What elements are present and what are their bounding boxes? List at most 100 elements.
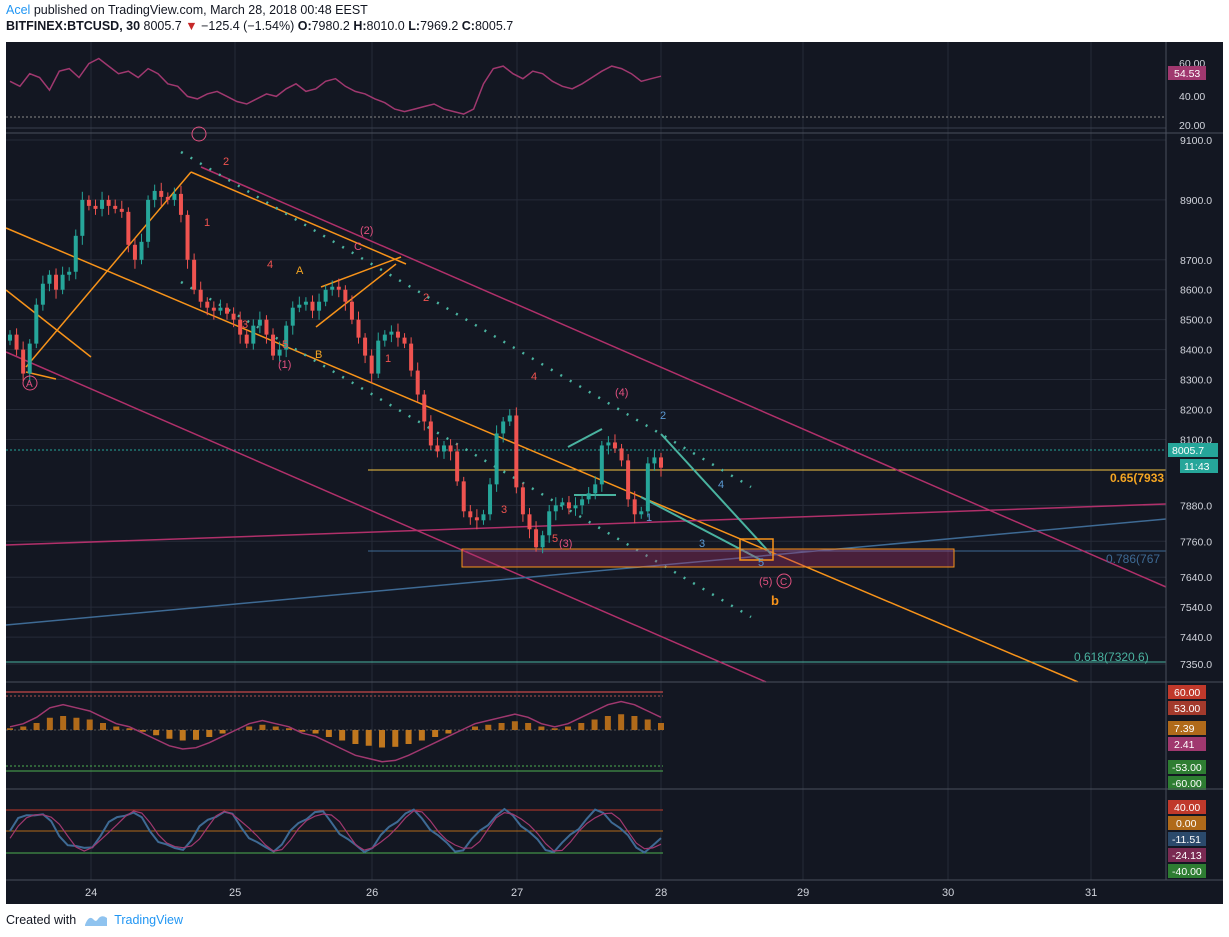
- osc-hist-bar: [206, 730, 213, 737]
- osc-hist-bar: [644, 719, 651, 730]
- price-tick-label: 7760.0: [1180, 536, 1212, 548]
- time-tick-label: 24: [85, 887, 97, 899]
- candle-body: [27, 343, 32, 374]
- wave-label-4c: 4: [718, 479, 724, 491]
- wave-label-b: B: [315, 349, 322, 361]
- high-label: H:: [353, 19, 367, 33]
- price-axis: 9100.0 8900.0 8700.0 8600.0 8500.0 8400.0 8300…: [1180, 135, 1212, 671]
- candle-body: [593, 484, 598, 494]
- osc-hist-bar: [20, 726, 27, 730]
- candle-body: [244, 334, 249, 344]
- candle-body: [303, 301, 308, 305]
- stoch-k-line: [9, 807, 662, 854]
- wave-label-1b: 1: [385, 353, 391, 365]
- low-label: L:: [408, 19, 421, 33]
- candle-body: [356, 319, 361, 338]
- osc-hist-bar: [246, 726, 253, 730]
- osc-hist-bar: [286, 728, 292, 730]
- change-value: −125.4 (−1.54%): [201, 19, 295, 33]
- open-value: 7980.2: [311, 19, 350, 33]
- candle-body: [139, 241, 144, 260]
- candle-body: [363, 337, 368, 356]
- target-small-box: [739, 538, 774, 561]
- candle-body: [330, 286, 335, 290]
- candle-body: [448, 445, 453, 452]
- time-tick-label: 25: [229, 887, 241, 899]
- osc-hist-bar: [325, 730, 332, 737]
- osc-tick-minus-60: -60.00: [1172, 778, 1202, 790]
- candle-body: [481, 514, 486, 521]
- close-label: C:: [461, 19, 475, 33]
- osc-tick-minus-53: -53.00: [1172, 762, 1202, 774]
- wave-label-4: 4: [267, 259, 273, 271]
- stoch-tag-minus-11: [1168, 832, 1206, 846]
- osc-tick-7: 7.39: [1174, 723, 1195, 735]
- osc-hist-bar: [166, 730, 173, 739]
- time-tick-label: 28: [655, 887, 667, 899]
- candle-body: [435, 445, 440, 452]
- candle-body: [119, 208, 124, 212]
- osc-hist-bar: [86, 719, 93, 730]
- stoch-tick-minus-11: -11.51: [1172, 834, 1201, 846]
- candle-body: [619, 448, 624, 461]
- osc-hist-bar: [418, 730, 425, 741]
- magenta-channel-upper: [200, 166, 1167, 588]
- osc-hist-bar: [126, 728, 133, 730]
- candle-body: [172, 193, 177, 200]
- candle-body: [599, 445, 604, 485]
- last-price-tag: [1168, 443, 1218, 457]
- osc-tick-53: 53.00: [1174, 703, 1200, 715]
- osc-hist-bar: [525, 723, 532, 730]
- candle-body: [264, 319, 269, 335]
- close-value: 8005.7: [474, 19, 514, 33]
- osc-hist-bar: [113, 726, 120, 730]
- orange-left-line: [6, 289, 92, 358]
- wave-label-1c: 1: [646, 512, 652, 524]
- candle-body: [376, 340, 381, 374]
- candle-body: [132, 244, 137, 260]
- teal-dotted-lower: [180, 280, 752, 619]
- osc-tick-60: 60.00: [1174, 687, 1200, 699]
- rsi-tick-40: 40.00: [1179, 91, 1205, 103]
- candle-body: [54, 274, 59, 290]
- price-tick-label: 8300.0: [1180, 375, 1212, 387]
- orange-wedge-upper: [315, 263, 397, 328]
- oscillator-pane: [6, 691, 664, 772]
- osc-tick-2: 2.41: [1174, 739, 1195, 751]
- candle-body: [468, 511, 473, 518]
- stoch-tick-40: 40.00: [1174, 802, 1200, 814]
- magenta-flat-line: [6, 503, 1167, 546]
- tradingview-brand[interactable]: TradingView: [114, 913, 183, 927]
- candle-body: [402, 337, 407, 344]
- candle-body: [40, 283, 45, 305]
- osc-hist-bar: [352, 730, 359, 744]
- price-tick-label: 9100.0: [1180, 135, 1212, 147]
- osc-hist-bar: [60, 716, 67, 730]
- rsi-value-label: 54.53: [1174, 68, 1200, 80]
- candle-body: [86, 199, 91, 206]
- time-tick-label: 30: [942, 887, 954, 899]
- osc-hist-bar: [658, 723, 664, 730]
- candle-body: [152, 190, 157, 200]
- published-text: published on TradingView.com, March 28, …: [33, 3, 368, 17]
- osc-hist-bar: [7, 728, 13, 730]
- candle-body: [238, 319, 243, 335]
- candle-body: [652, 457, 657, 464]
- stoch-tick-minus-40: -40.00: [1172, 866, 1202, 878]
- candle-body: [520, 487, 525, 515]
- osc-line: [9, 700, 662, 763]
- candle-body: [494, 433, 499, 485]
- osc-hist-bar: [578, 723, 585, 730]
- wave-label-paren-3: (3): [559, 538, 572, 550]
- candle-body: [185, 214, 190, 260]
- rsi-tick-20: 20.00: [1179, 120, 1205, 132]
- symbol-line: BITFINEX:BTCUSD, 30 8005.7 ▼ −125.4 (−1.…: [6, 18, 1206, 35]
- author-link[interactable]: Acel: [6, 3, 31, 17]
- osc-hist-bar: [299, 730, 306, 732]
- price-tick-label: 8600.0: [1180, 285, 1212, 297]
- wave-label-5: 5: [282, 339, 288, 351]
- osc-hist-bar: [339, 730, 346, 741]
- price-tick-label: 8700.0: [1180, 255, 1212, 267]
- candle-body: [113, 205, 118, 209]
